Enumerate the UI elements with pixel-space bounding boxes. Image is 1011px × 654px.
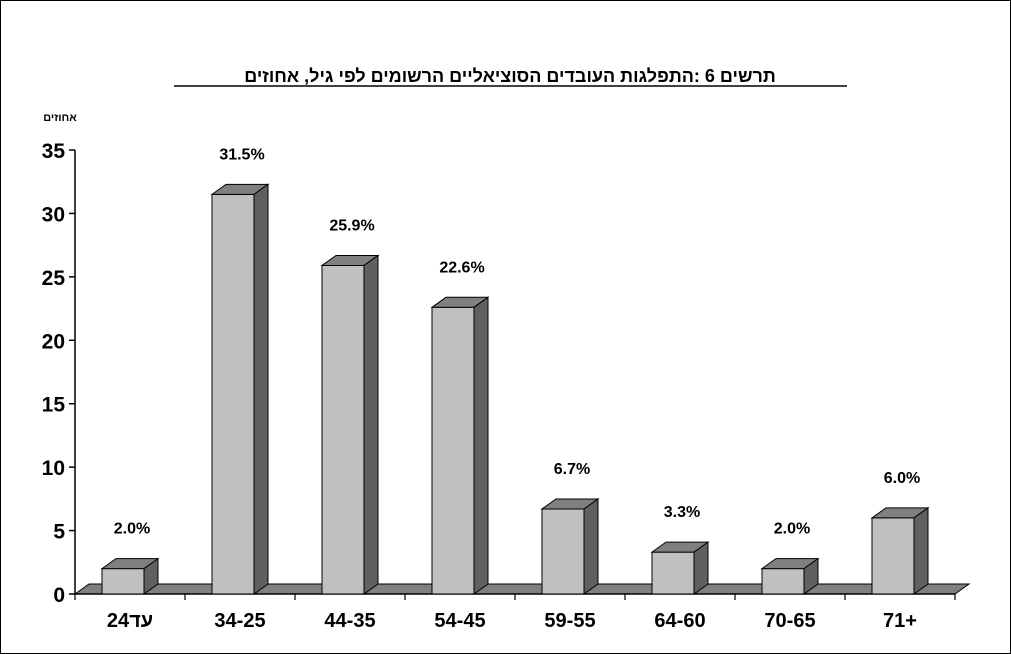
bar bbox=[760, 557, 820, 595]
data-label: 3.3% bbox=[664, 504, 700, 521]
bar-side bbox=[803, 557, 819, 595]
bar-front bbox=[541, 508, 585, 595]
x-tick-label: 70-65 bbox=[764, 610, 815, 632]
bar-side bbox=[473, 296, 489, 595]
tick-labels: 0 5 10 15 20 25 30 35 עד24 34-25 44-35 54-45 59-55 64… bbox=[42, 140, 917, 632]
bar bbox=[540, 498, 600, 595]
x-tick-label: 71+ bbox=[883, 610, 917, 632]
data-label: 2.0% bbox=[774, 521, 810, 538]
x-tick-label: 59-55 bbox=[544, 610, 595, 632]
x-tick-label: עד24 bbox=[107, 610, 153, 632]
y-tick-label: 20 bbox=[42, 330, 65, 353]
y-tick-label: 15 bbox=[42, 394, 66, 417]
data-label: 2.0% bbox=[114, 521, 150, 538]
bar bbox=[210, 183, 270, 595]
bar-front bbox=[761, 568, 805, 595]
y-axis-label: אחוזים bbox=[43, 112, 77, 124]
bar-front bbox=[321, 264, 365, 595]
x-tick-label: 34-25 bbox=[214, 610, 265, 632]
data-label: 22.6% bbox=[439, 259, 484, 276]
bar-side bbox=[143, 557, 159, 595]
data-labels: 2.0% 31.5% 25.9% 22.6% 6.7% 3.3% 2.0% 6.0% bbox=[114, 146, 920, 537]
bar-side bbox=[913, 506, 929, 595]
bar-front bbox=[651, 551, 695, 595]
bar-side bbox=[363, 254, 379, 595]
data-label: 6.7% bbox=[554, 461, 590, 478]
bar bbox=[430, 296, 490, 595]
data-label: 25.9% bbox=[329, 217, 374, 234]
axes bbox=[69, 149, 956, 600]
x-tick-label: 54-45 bbox=[434, 610, 485, 632]
bar-side bbox=[693, 541, 709, 595]
y-tick-label: 30 bbox=[42, 203, 65, 226]
x-tick-label: 44-35 bbox=[324, 610, 375, 632]
chart-floor bbox=[73, 583, 971, 595]
data-label: 6.0% bbox=[884, 470, 920, 487]
x-tick-label: 64-60 bbox=[654, 610, 705, 632]
y-tick-label: 0 bbox=[53, 584, 65, 607]
y-tick-label: 25 bbox=[42, 267, 66, 290]
chart-title: תרשים 6 :התפלגות העובדים הסוציאליים הרשו… bbox=[244, 66, 776, 86]
bar-side bbox=[583, 498, 599, 595]
y-tick-label: 10 bbox=[42, 457, 65, 480]
bar bbox=[320, 254, 380, 595]
bar bbox=[870, 506, 930, 595]
bar-front bbox=[211, 193, 255, 595]
chart-floor-layer bbox=[73, 583, 971, 595]
y-tick-label: 5 bbox=[53, 521, 65, 544]
bar-side bbox=[253, 183, 269, 595]
bar bbox=[650, 541, 710, 595]
y-tick-label: 35 bbox=[42, 140, 66, 163]
bar bbox=[100, 557, 160, 595]
bar-front bbox=[871, 517, 915, 595]
bars bbox=[100, 183, 930, 595]
data-label: 31.5% bbox=[219, 146, 264, 163]
bar-front bbox=[431, 306, 475, 595]
bar-front bbox=[101, 568, 145, 595]
